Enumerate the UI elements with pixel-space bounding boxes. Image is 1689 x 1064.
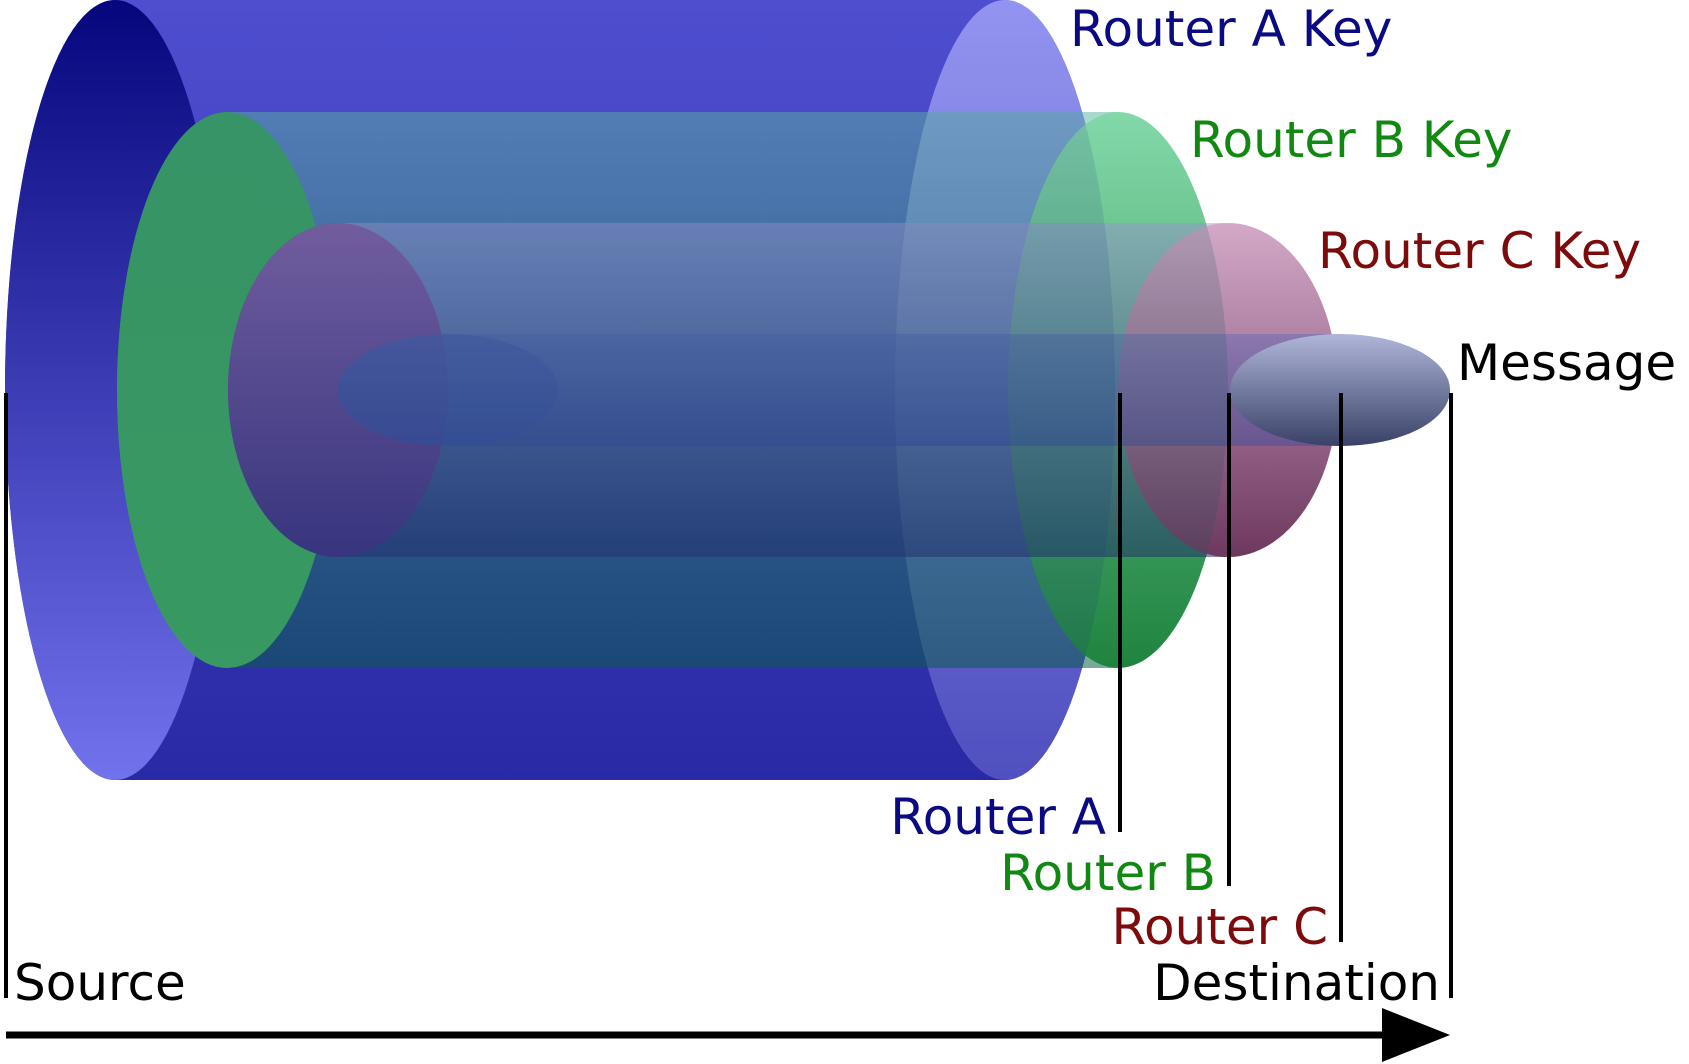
message-cylinder <box>338 334 1450 446</box>
message-body <box>338 334 1450 446</box>
router-b-label: Router B <box>1000 844 1216 902</box>
router-b-key-label: Router B Key <box>1190 111 1512 169</box>
transparency-overlay <box>5 0 1228 780</box>
router-a-key-label: Router A Key <box>1070 0 1392 58</box>
arrow-head <box>1382 1008 1450 1062</box>
hop-lines <box>4 393 1453 998</box>
router-a-label: Router A <box>890 788 1106 846</box>
destination-label: Destination <box>1153 954 1440 1012</box>
source-label: Source <box>14 954 186 1012</box>
direction-arrow <box>6 1008 1450 1062</box>
router-c-label: Router C <box>1111 898 1328 956</box>
message-label: Message <box>1457 334 1676 392</box>
router-c-key-label: Router C Key <box>1318 222 1641 280</box>
